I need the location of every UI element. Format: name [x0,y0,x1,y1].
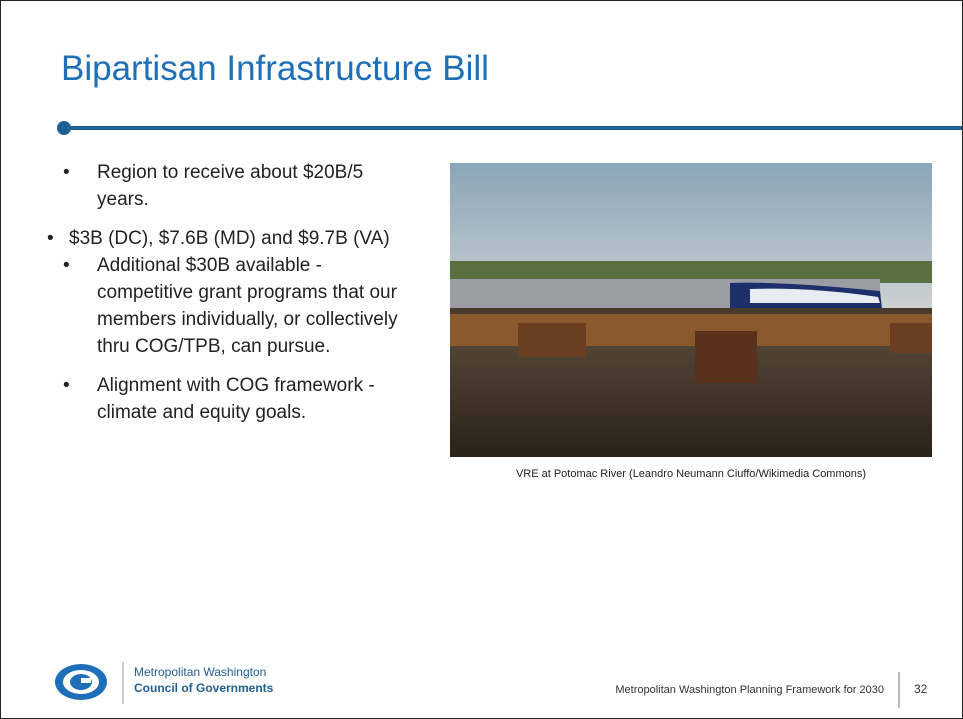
image-caption: VRE at Potomac River (Leandro Neumann Ci… [450,468,932,480]
bullet-list: Region to receive about $20B/5 years.$3B… [61,159,401,438]
sub-list: $3B (DC), $7.6B (MD) and $9.7B (VA) [25,225,401,252]
sub-bullet: $3B (DC), $7.6B (MD) and $9.7B (VA) [25,225,401,252]
page-number: 32 [914,682,927,696]
org-name: Metropolitan Washington [134,665,266,679]
bullet: Alignment with COG framework - climate a… [61,372,401,426]
title-rule [1,1,962,141]
logo [49,658,129,708]
footer-text: Metropolitan Washington Planning Framewo… [615,684,884,696]
org-name: Council of Governments [134,681,273,695]
photo [450,163,932,457]
slide: Bipartisan Infrastructure Bill Region to… [0,0,963,719]
footer-divider [898,672,900,708]
bullet: Additional $30B available - competitive … [61,252,401,360]
bullet: Region to receive about $20B/5 years. [61,159,401,213]
